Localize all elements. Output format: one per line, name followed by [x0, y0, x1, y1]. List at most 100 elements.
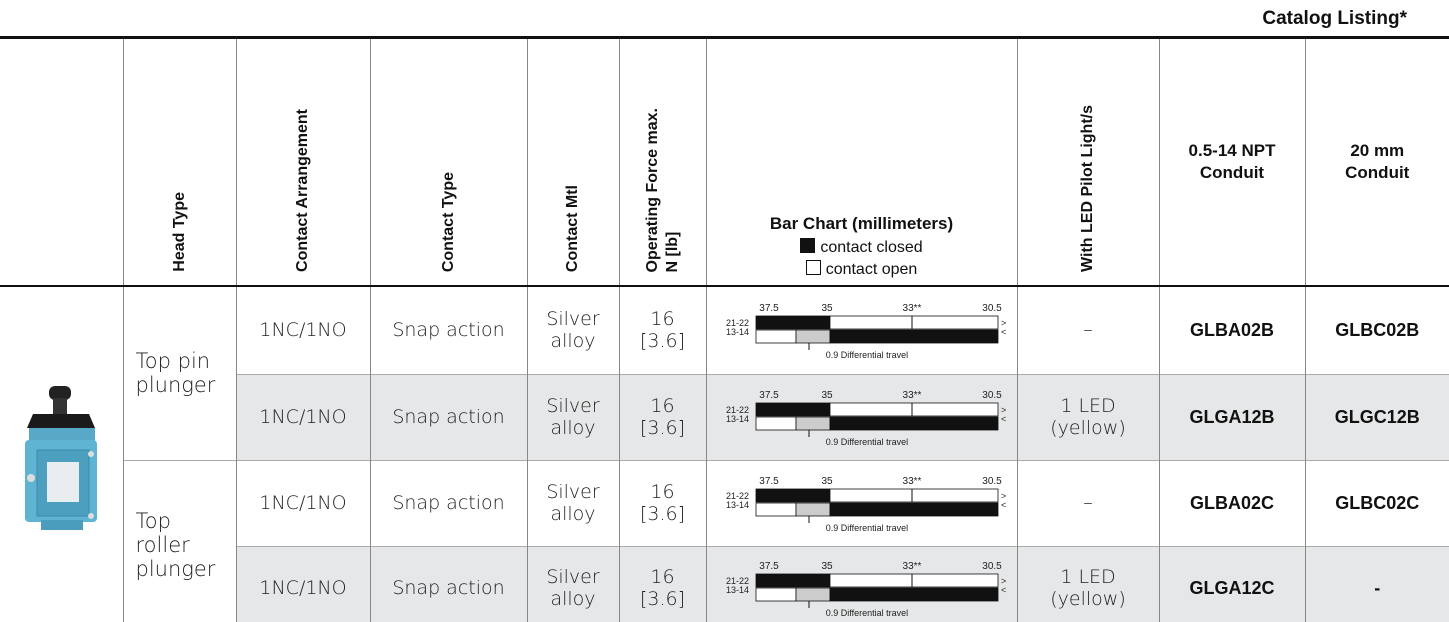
contact-label: 21-22	[726, 491, 749, 501]
header-text: Contact Mtl	[563, 185, 583, 272]
column-header: Operating Force max. N [lb]	[618, 37, 706, 287]
product-shape	[88, 450, 95, 457]
arrow-label: >	[1001, 491, 1006, 501]
contact-label: 21-22	[726, 318, 749, 328]
open-bar	[829, 573, 998, 588]
cell: 16 [3.6]	[618, 459, 706, 546]
header-text: Contact Type	[439, 172, 459, 272]
cell-text: -	[1374, 577, 1381, 598]
bar-chart-cell: 37.5 35 33** 30.5 21-22 13-14 > <0.9 Differenti…	[705, 545, 1017, 622]
header-line: N [lb]	[663, 231, 681, 272]
open-bar	[755, 587, 796, 602]
open-bar	[755, 329, 796, 344]
cell: GLGC12B	[1304, 373, 1449, 460]
scale-label: 37.5	[759, 390, 779, 401]
data-row: 1NC/1NO Snap action Silver alloy 16 [3.6] 37…	[0, 545, 1449, 622]
differential-bar	[795, 502, 830, 517]
product-shape	[53, 397, 68, 414]
cell-text: Snap action	[392, 577, 505, 600]
diagram-note: 0.9 Differential travel	[825, 350, 907, 360]
closed-bar	[755, 573, 830, 588]
cell-text: 1NC/1NO	[259, 406, 347, 428]
contact-label: 21-22	[726, 576, 749, 586]
arrow-label: >	[1001, 405, 1006, 415]
diagram-note: 0.9 Differential travel	[825, 523, 907, 533]
diagram-note: 0.9 Differential travel	[825, 608, 907, 618]
header-line: Contact Mtl	[564, 184, 581, 272]
open-bar	[755, 502, 796, 517]
cell: Snap action	[369, 459, 527, 546]
header-line: Conduit	[1345, 163, 1410, 182]
cell-text: 16 [3.6]	[639, 395, 686, 439]
cell: 16 [3.6]	[618, 545, 706, 622]
bar-chart-header: Bar Chart (millimeters) contact closed con…	[705, 37, 1017, 287]
cell-text: –	[1083, 319, 1093, 342]
cell-text: GLGA12B	[1189, 406, 1275, 427]
arrow-label: <	[1001, 500, 1006, 510]
column-header: Head Type	[122, 37, 236, 287]
cell-text: 16 [3.6]	[639, 481, 686, 525]
cell: 1NC/1NO	[235, 373, 370, 460]
closed-bar	[829, 416, 998, 431]
cell: 1 LED (yellow)	[1016, 373, 1159, 460]
head-type: Top pin plunger	[135, 349, 216, 398]
product-shape	[49, 385, 72, 400]
arrow-label: >	[1001, 576, 1006, 586]
scale-label: 37.5	[759, 476, 779, 487]
product-shape	[88, 512, 95, 519]
column-header: Contact Mtl	[526, 37, 619, 287]
cell-text: 1NC/1NO	[259, 319, 347, 342]
cell-text: 1 LED (yellow)	[1050, 395, 1126, 439]
legend-swatch	[805, 260, 821, 275]
arrow-label: <	[1001, 414, 1006, 424]
scale-label: 33**	[902, 303, 921, 314]
header-blank	[0, 37, 123, 287]
product-shape	[47, 461, 80, 502]
contact-label: 13-14	[726, 327, 749, 337]
product-shape	[29, 427, 96, 442]
cell-text: 1NC/1NO	[259, 577, 347, 600]
cell: Silver alloy	[526, 459, 619, 546]
scale-label: 30.5	[982, 303, 1002, 314]
data-row: 1NC/1NO Snap action Silver alloy 16 [3.6] 37…	[0, 373, 1449, 460]
cell: GLGA12B	[1158, 373, 1305, 460]
column-header: 20 mm Conduit	[1304, 37, 1449, 287]
diagram-note: 0.9 Differential travel	[825, 437, 907, 447]
cell-text: Silver alloy	[546, 308, 600, 353]
closed-bar	[829, 502, 998, 517]
contact-label: 21-22	[726, 405, 749, 415]
cell: GLBA02C	[1158, 459, 1305, 546]
head-type: Top roller plunger	[135, 509, 216, 582]
cell-text: Snap action	[392, 406, 505, 428]
cell: GLBC02C	[1304, 459, 1449, 546]
cell: –	[1016, 285, 1159, 374]
closed-bar	[829, 329, 998, 344]
contact-label: 13-14	[726, 585, 749, 595]
scale-label: 37.5	[759, 561, 779, 572]
cell: 16 [3.6]	[618, 285, 706, 374]
closed-bar	[755, 488, 830, 503]
header-text: 20 mm Conduit	[1306, 140, 1449, 184]
catalog-table: Head Type Contact Arrangement Contact Type…	[0, 36, 1449, 622]
cell-text: 16 [3.6]	[639, 308, 686, 353]
header-line: Contact Type	[439, 171, 457, 272]
cell: Silver alloy	[526, 285, 619, 374]
product-image	[25, 385, 98, 530]
header-text: Operating Force max. N [lb]	[643, 108, 683, 273]
cell: GLBC02B	[1304, 285, 1449, 374]
cell-text: 1 LED (yellow)	[1050, 566, 1126, 611]
column-header: Contact Arrangement	[235, 37, 370, 287]
scale-label: 35	[821, 303, 833, 314]
cell: Silver alloy	[526, 545, 619, 622]
cell: 1NC/1NO	[235, 285, 370, 374]
header-row: Head Type Contact Arrangement Contact Type…	[0, 37, 1449, 287]
scale-label: 30.5	[982, 390, 1002, 401]
product-shape	[27, 473, 36, 482]
scale-label: 37.5	[759, 303, 779, 314]
cell: 1 LED (yellow)	[1016, 545, 1159, 622]
contact-label: 13-14	[726, 500, 749, 510]
scale-label: 33**	[902, 476, 921, 487]
header-line: With LED Pilot Light/s	[1079, 105, 1096, 272]
